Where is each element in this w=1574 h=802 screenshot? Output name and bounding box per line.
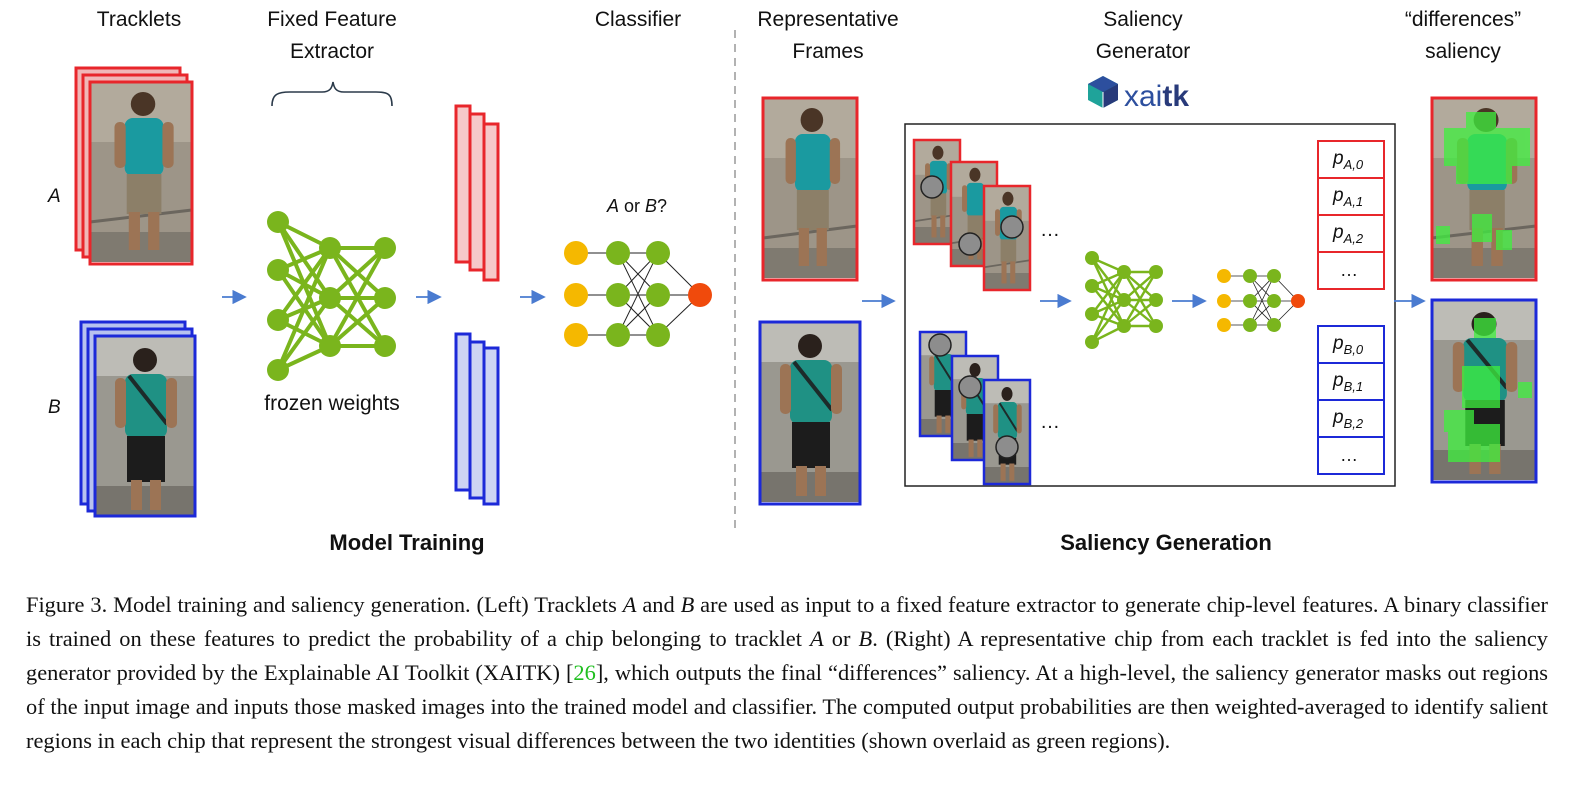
- brace-icon: [271, 81, 393, 107]
- section-title-model-training: Model Training: [329, 530, 484, 555]
- identity-a-label: A: [47, 186, 61, 207]
- representative-frame-b: [758, 320, 862, 506]
- figure-caption: Figure 3. Model training and saliency ge…: [26, 592, 1549, 753]
- feature-extractor-nodes: [267, 211, 396, 381]
- xaitk-cube-icon: [1088, 76, 1118, 108]
- saliency-output-b: [1432, 300, 1536, 484]
- prob-b-2: pB,2: [1332, 407, 1364, 431]
- header-saliency-generator-2: Generator: [1096, 40, 1191, 63]
- figure-diagram: Tracklets Fixed Feature Extractor Classi…: [47, 8, 1574, 555]
- frozen-weights-label: frozen weights: [264, 392, 399, 415]
- prob-b-0: pB,0: [1332, 333, 1364, 357]
- header-tracklets: Tracklets: [97, 8, 181, 31]
- classifier-network: [576, 252, 701, 336]
- feature-vector-b: [454, 332, 500, 506]
- header-classifier: Classifier: [595, 8, 681, 31]
- header-representative-2: Frames: [792, 40, 863, 63]
- prob-a-2: pA,2: [1332, 222, 1364, 246]
- prob-a-0: pA,0: [1332, 148, 1364, 172]
- classifier-nodes: [564, 241, 712, 347]
- representative-frame-a: [761, 96, 859, 282]
- header-saliency-generator-1: Saliency: [1103, 8, 1183, 31]
- tracklet-a-stack: [74, 66, 194, 266]
- masked-chips-b: [918, 330, 1032, 486]
- xaitk-logo: xaitk: [1088, 76, 1189, 113]
- tracklet-b-stack: [79, 320, 197, 518]
- identity-b-label: B: [48, 397, 61, 418]
- ellipsis-chips-b: …: [1040, 411, 1060, 433]
- feature-vector-a: [454, 104, 500, 282]
- xaitk-logo-text: xaitk: [1124, 80, 1189, 113]
- prob-a-ellipsis: …: [1340, 260, 1358, 280]
- citation-link[interactable]: 26: [573, 660, 596, 685]
- probability-table-b: pB,0 pB,1 pB,2 …: [1317, 325, 1385, 475]
- ellipsis-chips-a: …: [1040, 219, 1060, 241]
- prob-a-1: pA,1: [1332, 185, 1363, 209]
- section-title-saliency-generation: Saliency Generation: [1060, 530, 1272, 555]
- saliency-output-a: [1430, 96, 1538, 282]
- model-network-small-nodes: [1085, 251, 1163, 349]
- header-feature-extractor-2: Extractor: [290, 40, 374, 63]
- classifier-question: A or B?: [606, 196, 667, 216]
- header-differences-2: saliency: [1425, 40, 1501, 63]
- header-feature-extractor-1: Fixed Feature: [267, 8, 397, 31]
- prob-b-ellipsis: …: [1340, 445, 1358, 465]
- prob-b-1: pB,1: [1332, 370, 1363, 394]
- masked-chips-a: [912, 138, 1032, 292]
- header-differences-1: “differences”: [1405, 8, 1521, 31]
- classifier-network-small-nodes: [1217, 269, 1305, 332]
- probability-table-a: pA,0 pA,1 pA,2 …: [1317, 140, 1385, 290]
- header-representative-1: Representative: [757, 8, 898, 31]
